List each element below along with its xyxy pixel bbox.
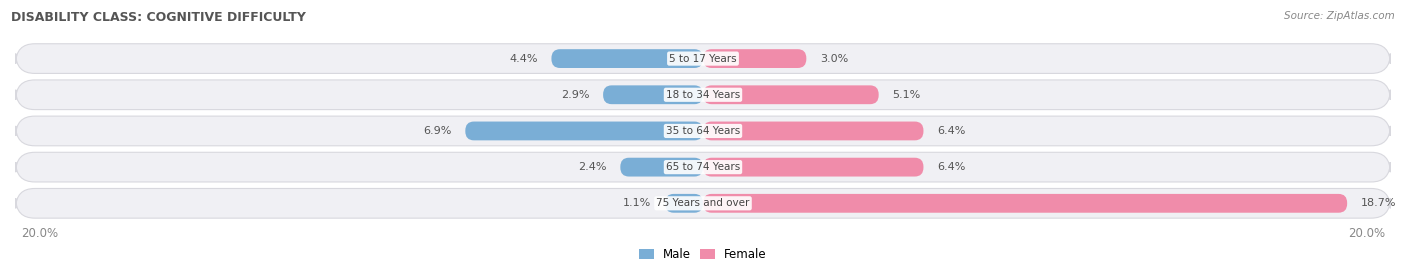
Text: 5 to 17 Years: 5 to 17 Years bbox=[669, 53, 737, 64]
Text: 6.4%: 6.4% bbox=[938, 162, 966, 172]
Text: DISABILITY CLASS: COGNITIVE DIFFICULTY: DISABILITY CLASS: COGNITIVE DIFFICULTY bbox=[11, 11, 307, 24]
Text: 2.4%: 2.4% bbox=[578, 162, 606, 172]
FancyBboxPatch shape bbox=[703, 158, 924, 177]
FancyBboxPatch shape bbox=[703, 194, 1347, 213]
FancyBboxPatch shape bbox=[15, 116, 1391, 146]
Text: 75 Years and over: 75 Years and over bbox=[657, 198, 749, 208]
FancyBboxPatch shape bbox=[465, 122, 703, 140]
Text: 18 to 34 Years: 18 to 34 Years bbox=[666, 90, 740, 100]
Text: 1.1%: 1.1% bbox=[623, 198, 651, 208]
Text: 6.9%: 6.9% bbox=[423, 126, 451, 136]
Text: Source: ZipAtlas.com: Source: ZipAtlas.com bbox=[1284, 11, 1395, 21]
FancyBboxPatch shape bbox=[15, 80, 1391, 110]
FancyBboxPatch shape bbox=[703, 122, 924, 140]
Text: 4.4%: 4.4% bbox=[509, 53, 537, 64]
Text: 20.0%: 20.0% bbox=[1348, 227, 1385, 240]
Text: 5.1%: 5.1% bbox=[893, 90, 921, 100]
Legend: Male, Female: Male, Female bbox=[634, 244, 772, 266]
Text: 3.0%: 3.0% bbox=[820, 53, 848, 64]
FancyBboxPatch shape bbox=[15, 152, 1391, 182]
Text: 35 to 64 Years: 35 to 64 Years bbox=[666, 126, 740, 136]
FancyBboxPatch shape bbox=[620, 158, 703, 177]
FancyBboxPatch shape bbox=[603, 85, 703, 104]
FancyBboxPatch shape bbox=[703, 49, 807, 68]
Text: 20.0%: 20.0% bbox=[21, 227, 58, 240]
FancyBboxPatch shape bbox=[15, 188, 1391, 218]
FancyBboxPatch shape bbox=[15, 44, 1391, 73]
Text: 6.4%: 6.4% bbox=[938, 126, 966, 136]
FancyBboxPatch shape bbox=[703, 85, 879, 104]
Text: 18.7%: 18.7% bbox=[1361, 198, 1396, 208]
Text: 2.9%: 2.9% bbox=[561, 90, 589, 100]
Text: 65 to 74 Years: 65 to 74 Years bbox=[666, 162, 740, 172]
FancyBboxPatch shape bbox=[665, 194, 703, 213]
FancyBboxPatch shape bbox=[551, 49, 703, 68]
